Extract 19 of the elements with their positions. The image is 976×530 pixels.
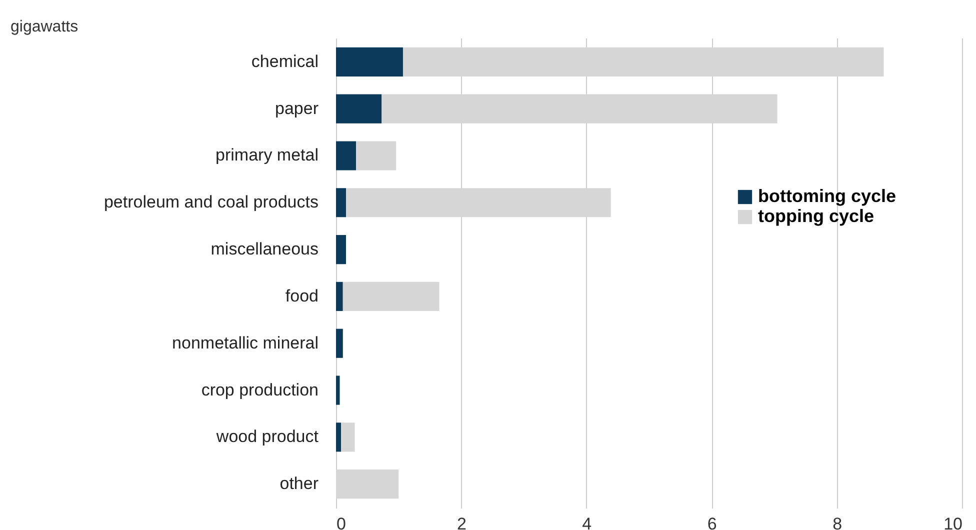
y-tick-label: other — [280, 474, 319, 494]
y-tick-label: crop production — [201, 380, 318, 400]
y-tick-label: paper — [275, 98, 319, 118]
x-tick-label: 6 — [707, 514, 717, 530]
y-tick-label: wood product — [215, 427, 319, 446]
y-tick-label: primary metal — [216, 146, 318, 165]
y-tick-label: petroleum and coal products — [104, 192, 318, 212]
x-tick-label: 4 — [582, 514, 592, 530]
x-tick-label: 10 — [944, 514, 962, 530]
y-tick-label: chemical — [251, 52, 318, 71]
x-tick-label: 8 — [832, 514, 842, 530]
x-tick-label: 2 — [456, 514, 466, 530]
legend-label: topping cycle — [758, 206, 874, 226]
x-tick-label: 0 — [336, 514, 346, 530]
y-tick-label: food — [285, 286, 318, 306]
y-axis-title: gigawatts — [10, 18, 78, 36]
legend-label: bottoming cycle — [758, 186, 896, 206]
y-tick-label: nonmetallic mineral — [172, 333, 318, 352]
y-tick-label: miscellaneous — [210, 240, 318, 259]
